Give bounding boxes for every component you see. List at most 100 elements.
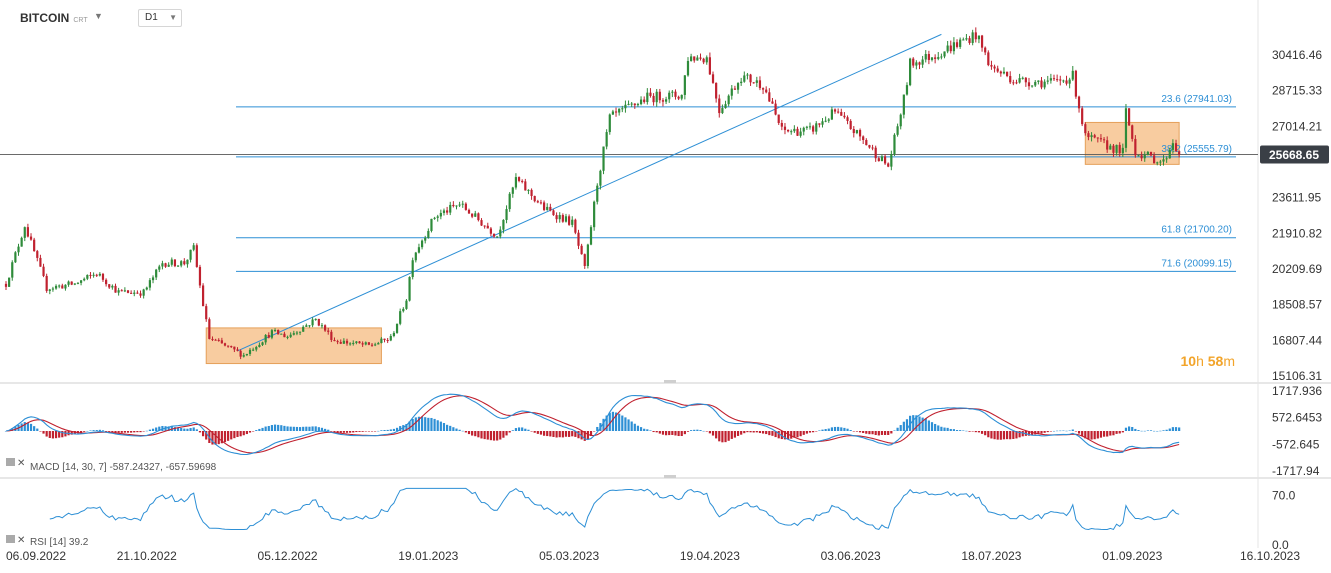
macd-histogram-bar [430, 417, 433, 431]
macd-histogram-bar [858, 430, 862, 433]
candle [1046, 75, 1049, 85]
candle [1137, 154, 1140, 157]
macd-histogram-bar [214, 430, 217, 445]
candle [646, 88, 649, 105]
candle [79, 280, 83, 286]
macd-histogram-bar [123, 430, 126, 433]
candle [599, 169, 602, 190]
macd-tick-label: -572.645 [1272, 437, 1320, 451]
candle-body [849, 120, 852, 130]
candle [824, 116, 827, 123]
candle [649, 88, 652, 98]
macd-histogram-bar [877, 430, 880, 436]
macd-histogram-bar [880, 430, 884, 435]
candle [352, 340, 355, 346]
candle-body [546, 206, 549, 210]
candle [546, 203, 549, 211]
candle-body [818, 123, 821, 125]
macd-histogram-bar [105, 430, 108, 432]
macd-histogram-bar [1106, 430, 1109, 437]
candle [624, 100, 627, 113]
macd-histogram-bar [36, 428, 39, 431]
candle-body [367, 342, 370, 345]
candle [915, 60, 918, 70]
candle-body [677, 96, 680, 99]
candle [602, 146, 605, 175]
macd-histogram-bar [136, 430, 139, 433]
candle [959, 37, 962, 49]
macd-histogram-bar [1068, 430, 1071, 432]
candle [333, 337, 336, 342]
timeframe-select[interactable]: D1 ▼ [138, 9, 182, 27]
candle-body [214, 339, 217, 341]
candle [1031, 85, 1034, 88]
candle [48, 288, 51, 295]
candle [696, 55, 699, 61]
trend-line [237, 33, 942, 352]
macd-histogram-bar [505, 430, 508, 436]
candle [821, 118, 824, 128]
candle-body [993, 66, 996, 69]
candle-body [952, 42, 956, 52]
macd-histogram-bar [974, 430, 977, 433]
macd-histogram-bar [542, 430, 546, 436]
macd-histogram-bar [1077, 430, 1081, 434]
macd-histogram-bar [186, 428, 189, 431]
candle-body [1015, 82, 1018, 84]
candle [1071, 65, 1074, 82]
macd-histogram-bar [414, 417, 417, 431]
candle [883, 154, 887, 165]
candle [743, 71, 746, 83]
candle-body [386, 340, 389, 342]
candle [1121, 143, 1124, 158]
candle-body [996, 68, 999, 72]
candle [277, 329, 280, 335]
candle [730, 85, 733, 100]
candle [558, 212, 561, 223]
candle [76, 282, 80, 285]
candle-body [1024, 77, 1027, 83]
candle-body [905, 85, 909, 95]
candle-body [833, 109, 837, 112]
macd-histogram-bar [1059, 430, 1062, 432]
candle-body [42, 266, 45, 276]
macd-histogram-bar [1178, 427, 1181, 431]
macd-histogram-bar [114, 430, 117, 433]
macd-histogram-bar [464, 430, 467, 433]
candle [164, 262, 167, 268]
macd-histogram-bar [126, 430, 130, 433]
macd-histogram-bar [1140, 430, 1143, 432]
candle [198, 264, 202, 289]
symbol-selector[interactable]: BITCOIN CRT [20, 11, 88, 25]
candle-body [627, 103, 630, 105]
price-tick-label: 21910.82 [1272, 226, 1322, 240]
macd-histogram-bar [774, 430, 777, 438]
chevron-down-icon[interactable]: ▼ [94, 11, 103, 21]
candle [862, 135, 865, 144]
macd-histogram-bar [98, 429, 101, 431]
macd-histogram-bar [11, 428, 14, 431]
macd-histogram-bar [471, 430, 474, 436]
candle-body [108, 284, 111, 288]
candle [733, 85, 737, 90]
macd-histogram-bar [680, 430, 683, 437]
macd-histogram-bar [352, 430, 355, 433]
macd-histogram-bar [927, 420, 930, 431]
candle [736, 82, 740, 94]
candle-body [683, 75, 686, 95]
candle [674, 89, 677, 100]
candle [605, 129, 608, 150]
price-tick-label: 18508.57 [1272, 298, 1322, 312]
macd-histogram-bar [255, 430, 258, 431]
macd-histogram-bar [130, 430, 133, 433]
candle-body [142, 289, 145, 296]
macd-histogram-bar [1168, 428, 1171, 431]
macd-histogram-bar [783, 430, 787, 440]
macd-histogram-bar [345, 430, 349, 433]
candle [780, 119, 783, 131]
candle [151, 275, 155, 284]
candle-body [646, 92, 649, 103]
candle [690, 53, 693, 62]
macd-histogram-bar [108, 430, 111, 432]
